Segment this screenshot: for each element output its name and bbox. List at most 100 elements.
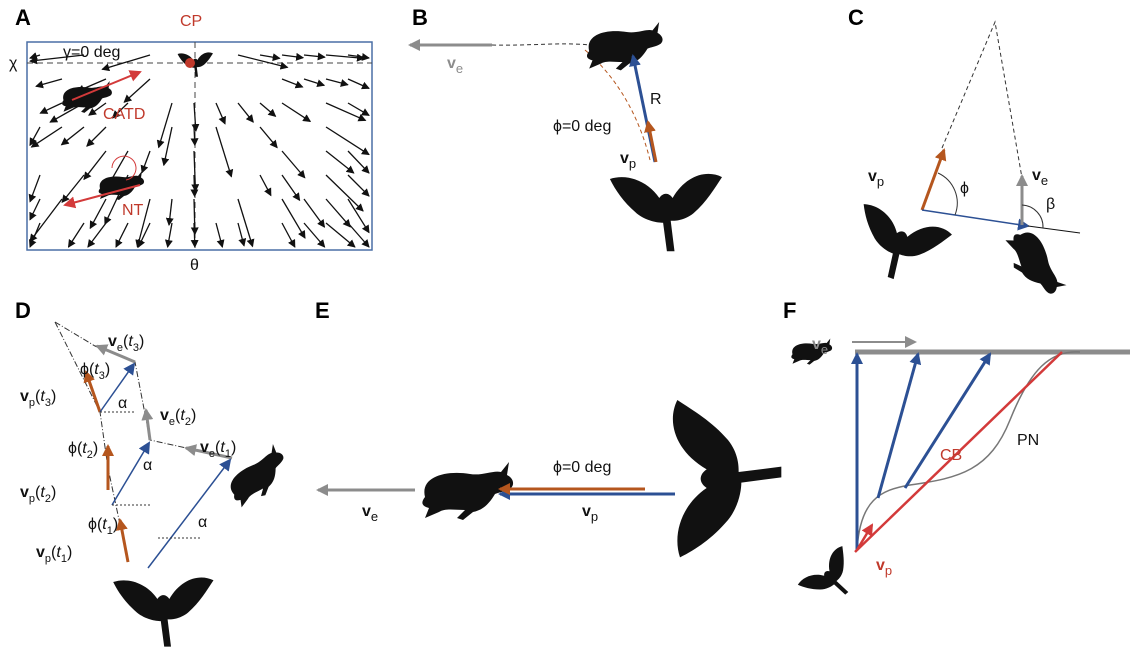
field-arrow [348,175,369,196]
field-arrow [326,199,350,227]
label-part: v [1032,167,1041,184]
field-arrow [304,55,325,57]
artwork [27,22,1130,647]
label-part: ) [191,407,196,424]
field-arrow [260,175,271,195]
los-line [112,443,149,505]
label-part: v [108,333,117,350]
label-part: v [20,484,29,501]
field-arrow [260,103,276,116]
rabbit-icon [587,22,663,70]
label: α [198,514,207,531]
label-part: ) [105,361,110,378]
label-part: χ [9,55,18,72]
label: χ [9,55,18,72]
label-part: β [1046,196,1055,213]
label: CB [940,447,962,464]
label: vp [620,150,636,171]
trajectory [585,50,650,160]
field-arrow [40,103,62,113]
label: CP [180,13,202,30]
bird-icon [673,400,781,557]
field-arrow [142,151,150,173]
field-arrow [159,103,172,147]
label: vp(t2) [20,484,56,505]
field-arrow [31,127,62,147]
label-part: ) [231,439,236,456]
label-part: v [447,55,456,72]
los-line [905,354,990,488]
label-part: α [118,395,127,412]
angle-arc [112,156,136,180]
field-arrow [260,127,277,148]
rabbit-icon [1003,224,1067,303]
label-part: γ=0 deg [63,44,120,61]
field-arrow [326,79,348,85]
label-part: v [200,439,209,456]
label-part: CB [940,447,962,464]
label-part: p [877,174,884,189]
label-part: ϕ [960,180,969,197]
trajectory [492,44,590,45]
label-part: v [868,168,877,185]
label: ve(t2) [160,407,196,428]
label: γ=0 deg [63,44,120,61]
label-part: ) [113,516,118,533]
field-arrow [90,199,106,228]
label: vp(t1) [36,544,72,565]
label: CATD [103,106,145,123]
label-part: ) [51,388,56,405]
bird-icon [796,545,867,614]
label-part: e [456,61,463,76]
field-arrow [326,151,354,173]
vp-arrow [922,150,944,210]
label-part: v [20,388,29,405]
label-part: v [582,503,591,520]
field-arrow [282,199,305,238]
label: NT [122,202,144,219]
label: ve [447,55,463,76]
label-part: v [36,544,45,561]
label: α [118,395,127,412]
field-arrow [30,199,62,241]
field-arrow [282,175,300,200]
label: ϕ=0 deg [553,459,611,476]
angle-arc [938,173,957,215]
field-arrow [164,127,172,165]
field-arrow [168,223,172,247]
label-part: NT [122,202,144,219]
label-part: v [812,336,821,353]
label-part: p [591,509,598,524]
label: ve [362,503,378,524]
label-part: ϕ( [80,361,95,378]
label: β [1046,196,1055,213]
label-part: CATD [103,106,145,123]
label: ϕ(t1) [88,516,118,537]
field-arrow [348,79,369,88]
label: ϕ(t2) [68,440,98,461]
label-part: ϕ( [88,516,103,533]
label: ϕ [960,180,969,197]
rabbit-icon [422,462,513,520]
field-arrow [282,223,295,247]
angle-arc [1022,205,1043,228]
field-arrow [116,223,128,247]
label-part: CP [180,13,202,30]
label: vp [868,168,884,189]
label-part: ) [139,333,144,350]
label-part: R [650,91,662,108]
bird-icon [113,577,213,646]
arrow-field [30,55,369,247]
vp-arrow [648,122,656,162]
panel-letter: E [315,298,330,323]
figure: ABCDEFCPγ=0 degχCATDNTθveRϕ=0 degvpvpϕve… [0,0,1130,650]
ve-arrow [146,410,150,440]
label-part: ) [93,440,98,457]
label-part: θ [190,257,199,274]
field-arrow [326,103,365,120]
field-arrow [216,103,225,124]
label: PN [1017,432,1039,449]
label: α [143,457,152,474]
field-arrow [87,127,106,146]
label: ve(t1) [200,439,236,460]
